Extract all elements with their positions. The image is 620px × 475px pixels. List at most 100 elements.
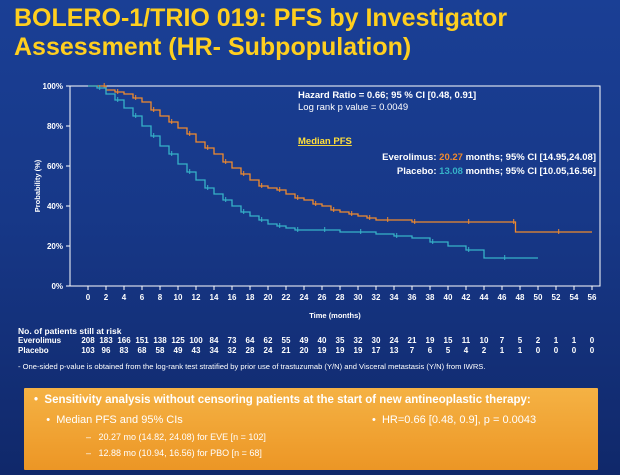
risk-table-header: No. of patients still at risk xyxy=(18,326,122,336)
x-tick-label: 24 xyxy=(300,293,309,302)
everolimus-median-value: 20.27 xyxy=(439,152,463,163)
risk-cell: 0 xyxy=(535,346,541,355)
y-tick-label: 0% xyxy=(51,282,63,291)
sensitivity-pbo-line: – 12.88 mo (10.94, 16.56) for PBO [n = 6… xyxy=(86,448,262,458)
median-pfs-annotation: Median PFS xyxy=(298,136,352,147)
risk-cell: 21 xyxy=(407,336,417,345)
placebo-median-annotation: Placebo: 13.08 months; 95% CI [10.05,16.… xyxy=(397,166,596,177)
placebo-label: Placebo: xyxy=(397,166,437,177)
risk-cell: 1 xyxy=(517,346,523,355)
risk-cell: 10 xyxy=(479,336,489,345)
sensitivity-eve-text: 20.27 mo (14.82, 24.08) for EVE [n = 102… xyxy=(98,432,266,442)
x-tick-label: 22 xyxy=(282,293,291,302)
x-tick-label: 12 xyxy=(192,293,201,302)
risk-cell: 125 xyxy=(171,336,185,345)
x-tick-label: 4 xyxy=(122,293,127,302)
risk-cell: 83 xyxy=(119,346,129,355)
x-tick-label: 56 xyxy=(588,293,597,302)
risk-cell: 24 xyxy=(263,346,273,355)
risk-cell: 34 xyxy=(209,346,219,355)
x-tick-label: 40 xyxy=(444,293,453,302)
logrank-annotation: Log rank p value = 0.0049 xyxy=(298,102,408,113)
series-line-everolimus xyxy=(88,85,592,233)
km-chart: 0%20%40%60%80%100%0 2 4 6 8 10 12 14 16 18 20 22 24 2… xyxy=(33,82,601,320)
risk-cell: 64 xyxy=(245,336,255,345)
risk-cell: 1 xyxy=(499,346,505,355)
x-tick-label: 38 xyxy=(426,293,435,302)
risk-cell: 58 xyxy=(155,346,165,355)
risk-cell: 2 xyxy=(481,346,487,355)
risk-table: No. of patients still at risk Everolimus… xyxy=(18,326,618,356)
x-tick-label: 36 xyxy=(408,293,417,302)
risk-cell: 32 xyxy=(227,346,237,355)
footnote: - One-sided p-value is obtained from the… xyxy=(18,362,486,371)
dash-icon: – xyxy=(86,432,92,442)
risk-cell: 49 xyxy=(299,336,309,345)
median-pfs-header: Median PFS xyxy=(298,136,352,147)
x-tick-label: 26 xyxy=(318,293,327,302)
x-tick-label: 10 xyxy=(174,293,183,302)
sensitivity-median-line: • Median PFS and 95% CIs xyxy=(34,414,183,426)
x-tick-label: 0 xyxy=(86,293,91,302)
x-tick-label: 54 xyxy=(570,293,579,302)
hazard-ratio-annotation: Hazard Ratio = 0.66; 95 % CI [0.48, 0.91… xyxy=(298,90,476,101)
y-tick-label: 80% xyxy=(47,122,63,131)
risk-cell: 103 xyxy=(81,346,95,355)
risk-cell: 35 xyxy=(335,336,345,345)
risk-cell: 100 xyxy=(189,336,203,345)
risk-row-everolimus: Everolimus 208 183 166 151 138 125 100 84 73 64 62… xyxy=(18,336,618,346)
risk-cell: 19 xyxy=(335,346,345,355)
risk-row-label: Placebo xyxy=(18,346,49,355)
x-tick-label: 42 xyxy=(462,293,471,302)
risk-cell: 6 xyxy=(427,346,433,355)
x-tick-label: 8 xyxy=(158,293,163,302)
risk-cell: 84 xyxy=(209,336,219,345)
risk-cell: 19 xyxy=(353,346,363,355)
sensitivity-header-text: Sensitivity analysis without censoring p… xyxy=(44,394,531,406)
sensitivity-hr-text: HR=0.66 [0.48, 0.9], p = 0.0043 xyxy=(381,414,537,426)
risk-cell: 13 xyxy=(389,346,399,355)
dash-icon: – xyxy=(86,448,92,458)
y-tick-label: 100% xyxy=(43,82,63,91)
x-tick-label: 16 xyxy=(228,293,237,302)
x-tick-label: 14 xyxy=(210,293,219,302)
risk-cell: 1 xyxy=(553,336,559,345)
risk-cell: 1 xyxy=(571,336,577,345)
title-line-1: BOLERO-1/TRIO 019: PFS by Investigator xyxy=(14,4,508,32)
risk-cell: 0 xyxy=(589,346,595,355)
risk-cell: 7 xyxy=(409,346,415,355)
risk-cell: 0 xyxy=(589,336,595,345)
x-tick-label: 32 xyxy=(372,293,381,302)
risk-cell: 32 xyxy=(353,336,363,345)
x-tick-label: 18 xyxy=(246,293,255,302)
risk-cell: 30 xyxy=(371,336,381,345)
risk-cell: 24 xyxy=(389,336,399,345)
x-tick-label: 50 xyxy=(534,293,543,302)
x-tick-label: 34 xyxy=(390,293,399,302)
x-tick-label: 52 xyxy=(552,293,561,302)
risk-cell: 5 xyxy=(445,346,451,355)
x-tick-label: 2 xyxy=(104,293,109,302)
risk-cell: 96 xyxy=(101,346,111,355)
risk-cell: 17 xyxy=(371,346,381,355)
risk-cell: 43 xyxy=(191,346,201,355)
risk-cell: 166 xyxy=(117,336,131,345)
risk-cell: 0 xyxy=(571,346,577,355)
x-tick-label: 6 xyxy=(140,293,145,302)
risk-row-placebo: Placebo 103 96 83 68 58 49 43 34 32 28 24 21 20 19 19 1… xyxy=(18,346,618,356)
risk-cell: 55 xyxy=(281,336,291,345)
placebo-ci: months; 95% CI [10.05,16.56] xyxy=(463,166,596,177)
y-tick-label: 40% xyxy=(47,202,63,211)
risk-cell: 19 xyxy=(317,346,327,355)
series-line-placebo xyxy=(88,85,538,259)
bullet-icon: • xyxy=(46,414,51,426)
sensitivity-pbo-text: 12.88 mo (10.94, 16.56) for PBO [n = 68] xyxy=(98,448,262,458)
risk-cell: 183 xyxy=(99,336,113,345)
x-tick-label: 28 xyxy=(336,293,345,302)
everolimus-median-annotation: Everolimus: 20.27 months; 95% CI [14.95,… xyxy=(382,152,596,163)
placebo-median-value: 13.08 xyxy=(439,166,463,177)
risk-cell: 40 xyxy=(317,336,327,345)
everolimus-label: Everolimus: xyxy=(382,152,436,163)
risk-cell: 208 xyxy=(81,336,95,345)
risk-cell: 4 xyxy=(463,346,469,355)
